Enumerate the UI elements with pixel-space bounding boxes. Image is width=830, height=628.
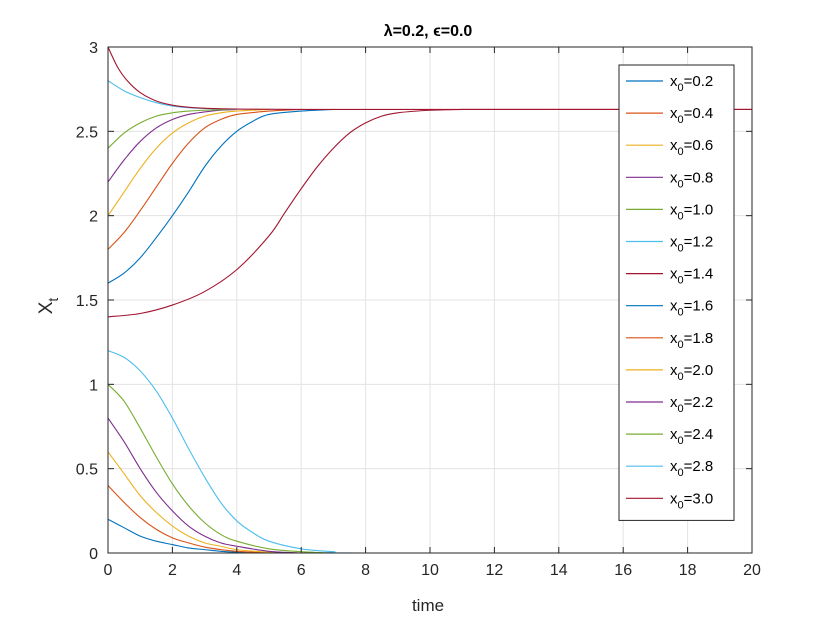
x-tick-label: 8 <box>361 562 370 579</box>
x-tick-label: 6 <box>297 562 306 579</box>
y-tick-label: 3 <box>89 40 98 57</box>
axes <box>107 46 753 554</box>
series-line-x-0-0-2 <box>107 518 302 554</box>
legend-label-x-0-0-4: x0=0.4 <box>670 105 713 126</box>
legend-label-x-0-1-2: x0=1.2 <box>670 234 713 255</box>
x-tick-label: 0 <box>104 562 113 579</box>
series-line-x-0-2-4 <box>107 108 237 149</box>
series-line-x-0-0-4 <box>107 485 302 554</box>
legend-label-x-0-1-0: x0=1.0 <box>670 201 713 222</box>
legend-box <box>618 64 735 521</box>
x-tick-label: 20 <box>743 562 761 579</box>
x-tick-label: 2 <box>168 562 177 579</box>
series-line-x-0-2-2 <box>107 108 237 183</box>
legend-label-x-0-2-4: x0=2.4 <box>670 426 713 447</box>
x-tick-label: 16 <box>614 562 632 579</box>
legend-label-x-0-3-0: x0=3.0 <box>670 490 713 511</box>
series-line-x-0-3-0 <box>107 46 752 110</box>
x-tick-label: 4 <box>232 562 241 579</box>
series-line-x-0-1-8 <box>107 108 302 250</box>
y-tick-label: 0.5 <box>76 462 98 479</box>
tick-labels: 0 2 4 6 8 10 12 14 16 18 20 0 0.5 1 1.5 2 2.5 3 <box>76 40 761 579</box>
y-tick-label: 0 <box>89 546 98 563</box>
legend-label-x-0-1-6: x0=1.6 <box>670 298 713 319</box>
series-group <box>107 46 752 554</box>
legend-label-x-0-2-0: x0=2.0 <box>670 362 713 383</box>
series-line-x-0-1-0 <box>107 383 334 554</box>
x-tick-label: 12 <box>486 562 504 579</box>
legend-label-x-0-1-8: x0=1.8 <box>670 330 713 351</box>
y-tick-label: 1.5 <box>76 293 98 310</box>
legend-label-x-0-2-2: x0=2.2 <box>670 394 713 415</box>
series-line-x-0-1-6 <box>107 108 334 284</box>
y-tick-label: 2 <box>89 209 98 226</box>
x-tick-label: 14 <box>550 562 568 579</box>
series-line-x-0-0-8 <box>107 417 302 554</box>
legend-label-x-0-0-8: x0=0.8 <box>670 169 713 190</box>
legend-label-x-0-0-2: x0=0.2 <box>670 73 713 94</box>
y-tick-label: 1 <box>89 377 98 394</box>
y-axis-label: Xt <box>36 298 61 315</box>
x-tick-label: 18 <box>679 562 697 579</box>
y-tick-label: 2.5 <box>76 124 98 141</box>
chart-title: λ=0.2, ϵ=0.0 <box>384 23 473 40</box>
x-axis-label: time <box>412 596 444 615</box>
series-line-x-0-1-4 <box>107 108 463 318</box>
legend-label-x-0-0-6: x0=0.6 <box>670 137 713 158</box>
legend-label-x-0-1-4: x0=1.4 <box>670 266 713 287</box>
x-tick-label: 10 <box>421 562 439 579</box>
legend: x0=0.2 x0=0.4 x0=0.6 x0=0.8 x0=1.0 x0=1.2 x0=1… <box>618 64 735 521</box>
series-line-x-0-0-6 <box>107 451 302 554</box>
series-line-x-0-2-0 <box>107 108 270 216</box>
legend-label-x-0-2-8: x0=2.8 <box>670 458 713 479</box>
